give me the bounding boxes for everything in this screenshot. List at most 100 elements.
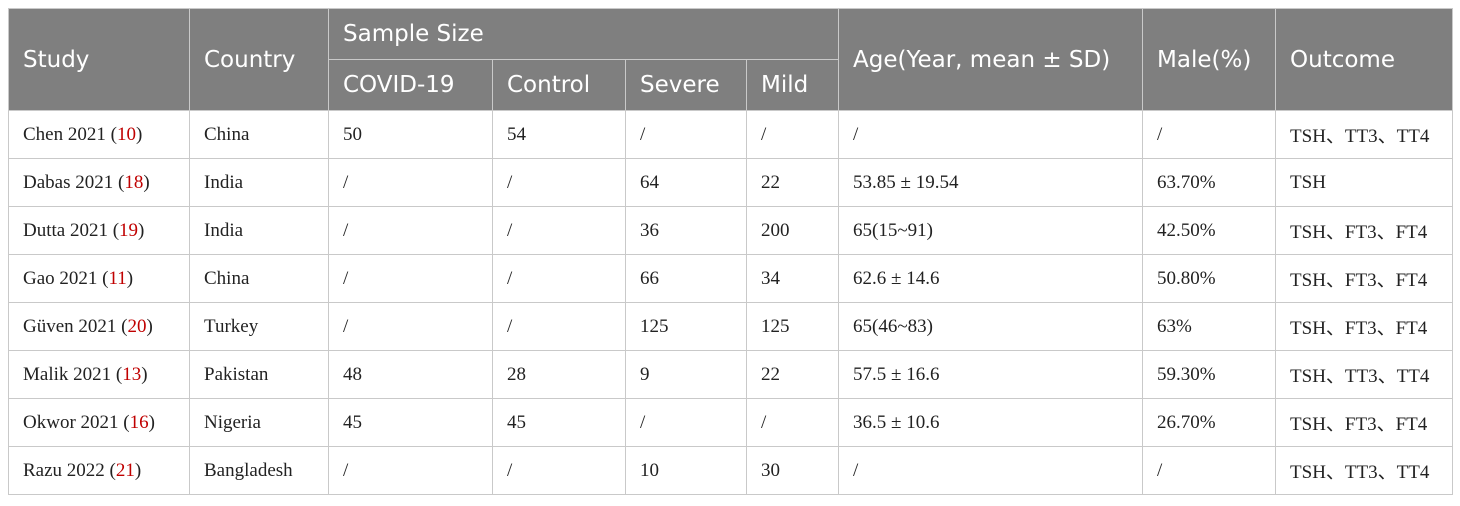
cell-control: /	[492, 302, 626, 351]
cell-male: /	[1142, 110, 1277, 159]
cell-country: Bangladesh	[189, 446, 329, 495]
cell-control: 28	[492, 350, 626, 399]
cell-covid19: /	[328, 158, 493, 207]
cell-study: Dutta 2021 (19)	[8, 206, 190, 255]
cell-severe: /	[625, 110, 747, 159]
header-sample-size: Sample Size	[327, 8, 840, 60]
cell-covid19: /	[328, 446, 493, 495]
cell-male: 50.80%	[1142, 254, 1277, 303]
table-row: Güven 2021 (20) Turkey //125 125 65(46~83) 63…	[8, 302, 1454, 351]
header-male: Male(%)	[1142, 8, 1277, 111]
cell-male: /	[1142, 446, 1277, 495]
reference-link[interactable]: 21	[115, 459, 135, 481]
cell-male: 59.30%	[1142, 350, 1277, 399]
cell-control: /	[492, 158, 626, 207]
study-name: Razu 2022	[23, 459, 105, 481]
cell-study: Gao 2021 (11)	[8, 254, 190, 303]
cell-control: /	[492, 206, 626, 255]
header-control: Control	[492, 59, 626, 111]
cell-outcome: TSH、FT3、FT4	[1275, 398, 1454, 447]
cell-mild: 22	[745, 350, 840, 399]
cell-country: Nigeria	[189, 398, 329, 447]
cell-outcome: TSH	[1275, 158, 1454, 207]
study-name: Dabas 2021	[23, 171, 114, 193]
study-name: Gao 2021	[23, 267, 98, 289]
cell-control: 54	[492, 110, 626, 159]
cell-age: 36.5 ± 10.6	[838, 398, 1144, 447]
cell-covid19: 45	[328, 398, 493, 447]
cell-mild: 22	[745, 158, 840, 207]
cell-mild: 30	[745, 446, 840, 495]
table-header: Study Country Sample Size Age(Year, mean…	[8, 8, 1454, 111]
reference-link[interactable]: 13	[122, 363, 142, 385]
table-row: Razu 2022 (21) Bangladesh //10 30// TSH、TT3、…	[8, 446, 1454, 495]
cell-study: Güven 2021 (20)	[8, 302, 190, 351]
cell-male: 42.50%	[1142, 206, 1277, 255]
cell-age: 65(15~91)	[838, 206, 1144, 255]
cell-covid19: /	[328, 302, 493, 351]
reference-link[interactable]: 20	[127, 315, 147, 337]
cell-study: Okwor 2021 (16)	[8, 398, 190, 447]
cell-age: 62.6 ± 14.6	[838, 254, 1144, 303]
cell-severe: 66	[625, 254, 747, 303]
cell-country: Turkey	[189, 302, 329, 351]
table-row: Okwor 2021 (16) Nigeria 45 45//36.5 ± 10.6 2…	[8, 398, 1454, 447]
table-body: Chen 2021 (10) China 50 54// / / TSH、TT3、TT4 Da…	[8, 110, 1454, 495]
header-study: Study	[8, 8, 190, 111]
cell-outcome: TSH、FT3、FT4	[1275, 206, 1454, 255]
table-row: Gao 2021 (11) China //66 34 62.6 ± 14.6 50.80…	[8, 254, 1454, 303]
cell-control: /	[492, 446, 626, 495]
cell-mild: /	[745, 398, 840, 447]
cell-mild: 125	[745, 302, 840, 351]
study-name: Malik 2021	[23, 363, 112, 385]
study-name: Okwor 2021	[23, 411, 119, 433]
cell-age: 53.85 ± 19.54	[838, 158, 1144, 207]
header-covid19: COVID-19	[328, 59, 493, 111]
cell-country: China	[189, 110, 329, 159]
table-row: Chen 2021 (10) China 50 54// / / TSH、TT3、TT4	[8, 110, 1454, 159]
cell-covid19: /	[328, 254, 493, 303]
header-age: Age(Year, mean ± SD)	[838, 8, 1144, 111]
cell-severe: 9	[625, 350, 747, 399]
cell-control: /	[492, 254, 626, 303]
cell-outcome: TSH、FT3、FT4	[1275, 302, 1454, 351]
reference-link[interactable]: 10	[116, 123, 136, 145]
reference-link[interactable]: 16	[129, 411, 149, 433]
cell-male: 26.70%	[1142, 398, 1277, 447]
study-name: Chen 2021	[23, 123, 106, 145]
cell-control: 45	[492, 398, 626, 447]
reference-link[interactable]: 11	[108, 267, 127, 289]
cell-country: India	[189, 158, 329, 207]
cell-age: 57.5 ± 16.6	[838, 350, 1144, 399]
cell-study: Dabas 2021 (18)	[8, 158, 190, 207]
cell-age: /	[838, 446, 1144, 495]
cell-mild: /	[745, 110, 840, 159]
cell-outcome: TSH、TT3、TT4	[1275, 350, 1454, 399]
header-country: Country	[189, 8, 329, 111]
cell-outcome: TSH、TT3、TT4	[1275, 446, 1454, 495]
cell-country: China	[189, 254, 329, 303]
table-row: Dabas 2021 (18) India //64 22 53.85 ± 19.54 6…	[8, 158, 1454, 207]
cell-severe: /	[625, 398, 747, 447]
cell-study: Malik 2021 (13)	[8, 350, 190, 399]
study-name: Güven 2021	[23, 315, 117, 337]
cell-severe: 64	[625, 158, 747, 207]
header-severe: Severe	[625, 59, 747, 111]
cell-male: 63%	[1142, 302, 1277, 351]
reference-link[interactable]: 18	[124, 171, 144, 193]
studies-table-container: Study Country Sample Size Age(Year, mean…	[8, 8, 1454, 495]
cell-study: Chen 2021 (10)	[8, 110, 190, 159]
reference-link[interactable]: 19	[119, 219, 139, 241]
cell-country: India	[189, 206, 329, 255]
cell-age: /	[838, 110, 1144, 159]
cell-severe: 36	[625, 206, 747, 255]
cell-severe: 125	[625, 302, 747, 351]
cell-mild: 34	[745, 254, 840, 303]
cell-age: 65(46~83)	[838, 302, 1144, 351]
cell-mild: 200	[745, 206, 840, 255]
cell-outcome: TSH、FT3、FT4	[1275, 254, 1454, 303]
table-row: Malik 2021 (13) Pakistan 48 28 9 22 57.5 ± 16.…	[8, 350, 1454, 399]
table-row: Dutta 2021 (19) India //36 200 65(15~91) 42.5…	[8, 206, 1454, 255]
cell-covid19: 48	[328, 350, 493, 399]
study-name: Dutta 2021	[23, 219, 108, 241]
